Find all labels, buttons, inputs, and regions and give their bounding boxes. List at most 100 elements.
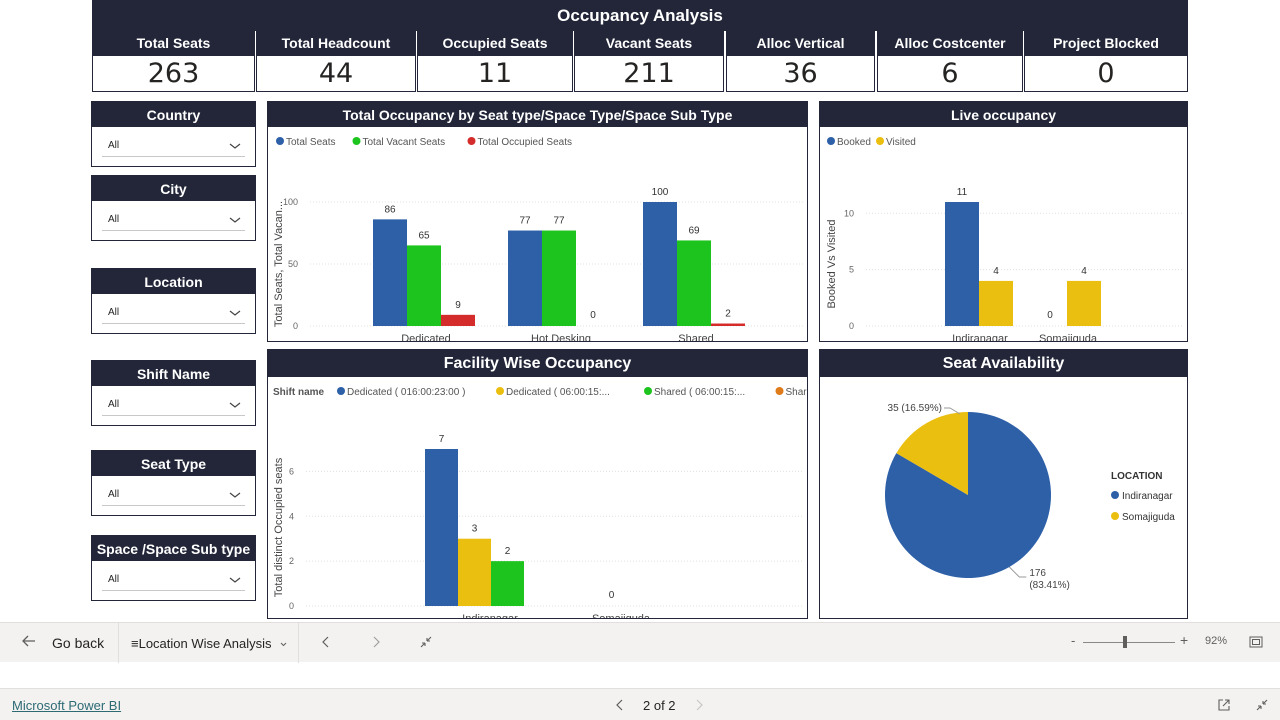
- occupancy-by-seat-type-chart[interactable]: Total Seats Total Vacant Seats Total Occup…: [268, 127, 807, 361]
- kpi-value: 6: [877, 55, 1023, 92]
- data-label: 9: [455, 300, 461, 311]
- legend-marker: [276, 137, 284, 145]
- fit-to-page-button[interactable]: [1249, 635, 1263, 653]
- bar: [373, 219, 407, 326]
- legend-label: Dedicated ( 016:00:23:00 ): [347, 387, 465, 398]
- slicer-dropdown[interactable]: All: [102, 484, 245, 506]
- seat-availability-card[interactable]: Seat Availability 176 (83.41%) 35 (16.59%)…: [819, 349, 1188, 619]
- legend-label: Booked: [837, 137, 871, 148]
- slicer-value: All: [108, 140, 120, 151]
- legend-label: Indiranagar: [1122, 491, 1173, 502]
- arrow-left-icon: [22, 634, 36, 652]
- previous-page-button[interactable]: [321, 635, 331, 654]
- bar: [458, 538, 491, 606]
- go-back-button[interactable]: Go back: [22, 634, 104, 652]
- power-bi-link[interactable]: Microsoft Power BI: [12, 698, 122, 713]
- zoom-out-button[interactable]: -: [1071, 633, 1076, 648]
- kpi-value: 11: [417, 55, 573, 92]
- bar: [979, 280, 1013, 326]
- legend-marker: [1111, 512, 1119, 520]
- status-next-page-button[interactable]: [694, 698, 704, 717]
- bar: [711, 323, 745, 326]
- y-tick-label: 100: [283, 197, 298, 207]
- data-label: 0: [609, 590, 615, 601]
- kpi-value: 36: [726, 55, 875, 92]
- live-occupancy-card[interactable]: Live occupancy Booked Visited 0 5 10 Booked V…: [819, 101, 1188, 361]
- legend-marker: [775, 387, 784, 395]
- slicer-value: All: [108, 399, 120, 410]
- bar: [441, 314, 475, 326]
- y-tick-label: 6: [289, 466, 294, 476]
- y-tick-label: 0: [293, 321, 298, 331]
- slicer-shift-name: Shift Name All: [91, 360, 256, 426]
- slicer-title: City: [92, 176, 255, 201]
- leader-line: [944, 407, 961, 415]
- kpi-value: 263: [92, 55, 255, 92]
- bar: [407, 245, 441, 326]
- kpi-value: 0: [1024, 55, 1188, 92]
- legend-label: Visited: [886, 137, 916, 148]
- slicer-seat-type: Seat Type All: [91, 450, 256, 516]
- slicer-dropdown[interactable]: All: [102, 135, 245, 157]
- chart-title: Facility Wise Occupancy: [268, 350, 807, 377]
- legend-marker: [827, 137, 835, 145]
- slicer-value: All: [108, 307, 120, 318]
- legend-label: Dedicated ( 06:00:15:...: [506, 387, 610, 398]
- data-label: 2: [505, 546, 511, 557]
- legend-marker: [644, 387, 652, 395]
- page-selector[interactable]: ≡ Location Wise Analysis: [118, 623, 299, 663]
- legend-title: Shift name: [273, 387, 325, 398]
- chevron-right-icon: [696, 699, 703, 711]
- facility-wise-occupancy-chart[interactable]: Shift name Dedicated ( 016:00:23:00 ) Dedi…: [268, 377, 860, 639]
- slicer-value: All: [108, 574, 120, 585]
- kpi-label: Alloc Costcenter: [877, 31, 1023, 55]
- data-label: 77: [519, 216, 531, 227]
- zoom-slider[interactable]: [1083, 642, 1175, 643]
- legend-label: Total Occupied Seats: [478, 137, 573, 148]
- chart-title: Live occupancy: [820, 102, 1187, 127]
- page-name: Location Wise Analysis: [138, 635, 272, 651]
- legend-label: Somajiguda: [1122, 512, 1175, 523]
- bar: [542, 230, 576, 326]
- zoom-slider-handle[interactable]: [1123, 636, 1127, 648]
- slicer-dropdown[interactable]: All: [102, 569, 245, 591]
- next-page-button[interactable]: [371, 635, 381, 654]
- slicer-country: Country All: [91, 101, 256, 167]
- slicer-dropdown[interactable]: All: [102, 394, 245, 416]
- data-label: 4: [1081, 266, 1087, 277]
- chevron-down-icon: [229, 217, 241, 223]
- bar: [643, 202, 677, 326]
- exit-fullscreen-button[interactable]: [1255, 698, 1269, 717]
- seat-availability-chart[interactable]: 176(83.41%) 35 (16.59%) LOCATION Indiranaga…: [820, 377, 1187, 618]
- chart-title: Seat Availability: [820, 350, 1187, 377]
- data-label: 3: [472, 524, 478, 535]
- chevron-down-icon: [229, 143, 241, 149]
- data-label: 86: [384, 204, 396, 215]
- chevron-down-icon: [280, 634, 287, 652]
- fit-page-icon: [1249, 636, 1263, 648]
- bar: [677, 240, 711, 326]
- legend-marker: [337, 387, 345, 395]
- go-back-label: Go back: [52, 635, 105, 651]
- slicer-title: Country: [92, 102, 255, 127]
- y-tick-label: 0: [849, 321, 854, 331]
- data-label: 77: [553, 216, 565, 227]
- exit-focus-button[interactable]: [419, 635, 433, 654]
- chevron-down-icon: [229, 577, 241, 583]
- legend-marker: [467, 137, 476, 145]
- status-prev-page-button[interactable]: [615, 698, 625, 717]
- share-button[interactable]: [1217, 698, 1231, 717]
- occupancy-by-seat-type-card[interactable]: Total Occupancy by Seat type/Space Type/…: [267, 101, 808, 361]
- slicer-dropdown[interactable]: All: [102, 302, 245, 324]
- y-axis-label: Total Seats, Total Vacan...: [273, 201, 285, 327]
- y-axis-label: Total distinct Occupied seats: [273, 457, 285, 597]
- y-tick-label: 4: [289, 511, 294, 521]
- y-tick-label: 10: [844, 208, 854, 218]
- data-label: 69: [688, 225, 700, 236]
- zoom-in-button[interactable]: +: [1180, 632, 1189, 648]
- slicer-dropdown[interactable]: All: [102, 209, 245, 231]
- pie-data-label: 35 (16.59%): [888, 403, 942, 414]
- facility-wise-occupancy-card[interactable]: Facility Wise Occupancy Shift name Dedica…: [267, 349, 860, 639]
- y-tick-label: 50: [288, 259, 298, 269]
